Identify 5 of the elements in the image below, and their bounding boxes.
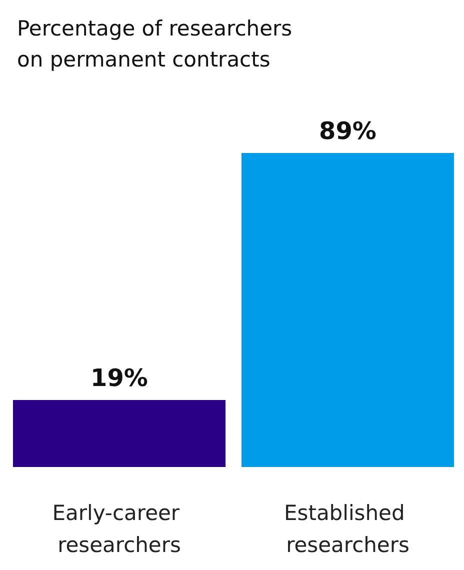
x-tick-label: Early-career researchers <box>52 501 186 557</box>
data-label: 19% <box>90 364 148 392</box>
chart-title: Percentage of researchers on permanent contracts <box>17 16 292 72</box>
x-tick-label: Established researchers <box>284 501 412 557</box>
data-label: 89% <box>319 117 376 145</box>
